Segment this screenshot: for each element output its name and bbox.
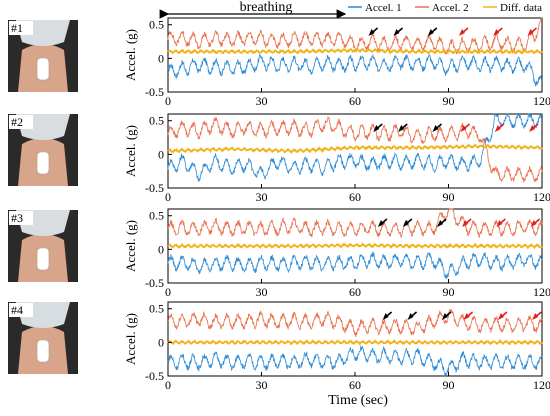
- series-line-accel-1: [167, 251, 543, 279]
- y-tick-label: 0: [158, 242, 164, 256]
- event-arrow-head: [393, 29, 400, 36]
- event-arrow-head: [427, 29, 434, 36]
- event-arrow-head: [463, 313, 470, 320]
- panel-label: #4: [11, 303, 23, 317]
- x-tick-label: 30: [256, 94, 268, 108]
- subject-photo: #4: [8, 302, 78, 374]
- series-line-diff-data: [167, 47, 543, 55]
- legend-label: Accel. 1: [365, 2, 402, 14]
- event-arrow-head: [529, 125, 536, 132]
- x-tick-label: 60: [349, 378, 361, 392]
- y-axis-label: Accel. (g): [123, 29, 138, 81]
- event-arrow-head: [407, 313, 414, 320]
- y-tick-label: 0.5: [149, 18, 164, 32]
- legend: Accel. 1 Accel. 2 Diff. data: [348, 2, 542, 14]
- event-arrow-head: [441, 313, 448, 320]
- x-tick-label: 90: [443, 285, 455, 299]
- series-line-diff-data: [167, 338, 543, 346]
- y-axis-label: Accel. (g): [123, 125, 138, 177]
- panel-label: #2: [11, 115, 23, 129]
- y-tick-label: 0: [158, 335, 164, 349]
- event-arrow-head: [494, 125, 501, 132]
- series-line-diff-data: [167, 143, 543, 154]
- panel-label: #1: [11, 21, 23, 35]
- axes-frame: [167, 17, 543, 93]
- x-tick-label: 0: [165, 190, 171, 204]
- x-tick-label: 60: [349, 94, 361, 108]
- legend-label: Accel. 2: [432, 2, 469, 14]
- breathing-label: breathing: [240, 0, 293, 15]
- y-tick-label: 0.5: [149, 209, 164, 223]
- breathing-annotation: breathing: [159, 0, 347, 19]
- y-tick-label: -0.5: [145, 85, 164, 99]
- event-arrow-head: [402, 220, 409, 227]
- y-axis-label: Accel. (g): [123, 313, 138, 365]
- series-line-accel-1: [167, 345, 543, 377]
- series-line-diff-data: [167, 242, 543, 250]
- legend-label: Diff. data: [500, 2, 542, 14]
- event-arrow-head: [432, 125, 439, 132]
- event-arrow-head: [460, 125, 467, 132]
- x-tick-label: 0: [165, 285, 171, 299]
- series-line-accel-1: [167, 53, 543, 88]
- y-axis-label: Accel. (g): [123, 220, 138, 272]
- x-tick-label: 60: [349, 190, 361, 204]
- series-line-accel-2: [167, 208, 543, 238]
- event-arrow-head: [496, 220, 503, 227]
- event-arrow-head: [458, 29, 465, 36]
- event-arrow-head: [527, 29, 534, 36]
- event-arrow-head: [497, 313, 504, 320]
- x-tick-label: 90: [443, 190, 455, 204]
- x-tick-label: 120: [533, 190, 550, 204]
- event-arrow-head: [532, 313, 539, 320]
- series-line-accel-2: [167, 17, 543, 55]
- event-arrow-head: [373, 125, 380, 132]
- x-tick-label: 120: [533, 378, 550, 392]
- series-line-accel-2: [167, 308, 543, 337]
- event-arrow-head: [382, 313, 389, 320]
- event-arrow-head: [377, 220, 384, 227]
- x-tick-label: 0: [165, 378, 171, 392]
- y-tick-label: 0.5: [149, 302, 164, 316]
- y-tick-label: 0: [158, 147, 164, 161]
- y-tick-label: 0: [158, 51, 164, 65]
- x-axis-title: Time (sec): [328, 393, 388, 408]
- y-tick-label: -0.5: [145, 276, 164, 290]
- x-tick-label: 60: [349, 285, 361, 299]
- event-arrow-head: [368, 29, 375, 36]
- series-line-accel-1: [167, 113, 543, 183]
- panel-label: #3: [11, 211, 23, 225]
- series-line-accel-2: [167, 116, 543, 183]
- x-tick-label: 120: [533, 94, 550, 108]
- event-arrow-head: [437, 220, 444, 227]
- axes-frame: [167, 113, 543, 189]
- y-tick-label: 0.5: [149, 114, 164, 128]
- event-arrow-head: [398, 125, 405, 132]
- x-tick-label: 90: [443, 378, 455, 392]
- y-tick-label: -0.5: [145, 369, 164, 383]
- subject-photo: #3: [8, 210, 78, 282]
- x-tick-label: 30: [256, 190, 268, 204]
- x-tick-label: 90: [443, 94, 455, 108]
- event-arrow-head: [530, 220, 537, 227]
- x-tick-label: 120: [533, 285, 550, 299]
- x-tick-label: 30: [256, 378, 268, 392]
- x-tick-label: 0: [165, 94, 171, 108]
- subject-photo: #1: [8, 20, 78, 92]
- y-tick-label: -0.5: [145, 181, 164, 195]
- subject-photo: #2: [8, 114, 78, 186]
- event-arrow-head: [462, 220, 469, 227]
- x-tick-label: 30: [256, 285, 268, 299]
- event-arrow-head: [493, 29, 500, 36]
- axes-frame: [167, 301, 543, 377]
